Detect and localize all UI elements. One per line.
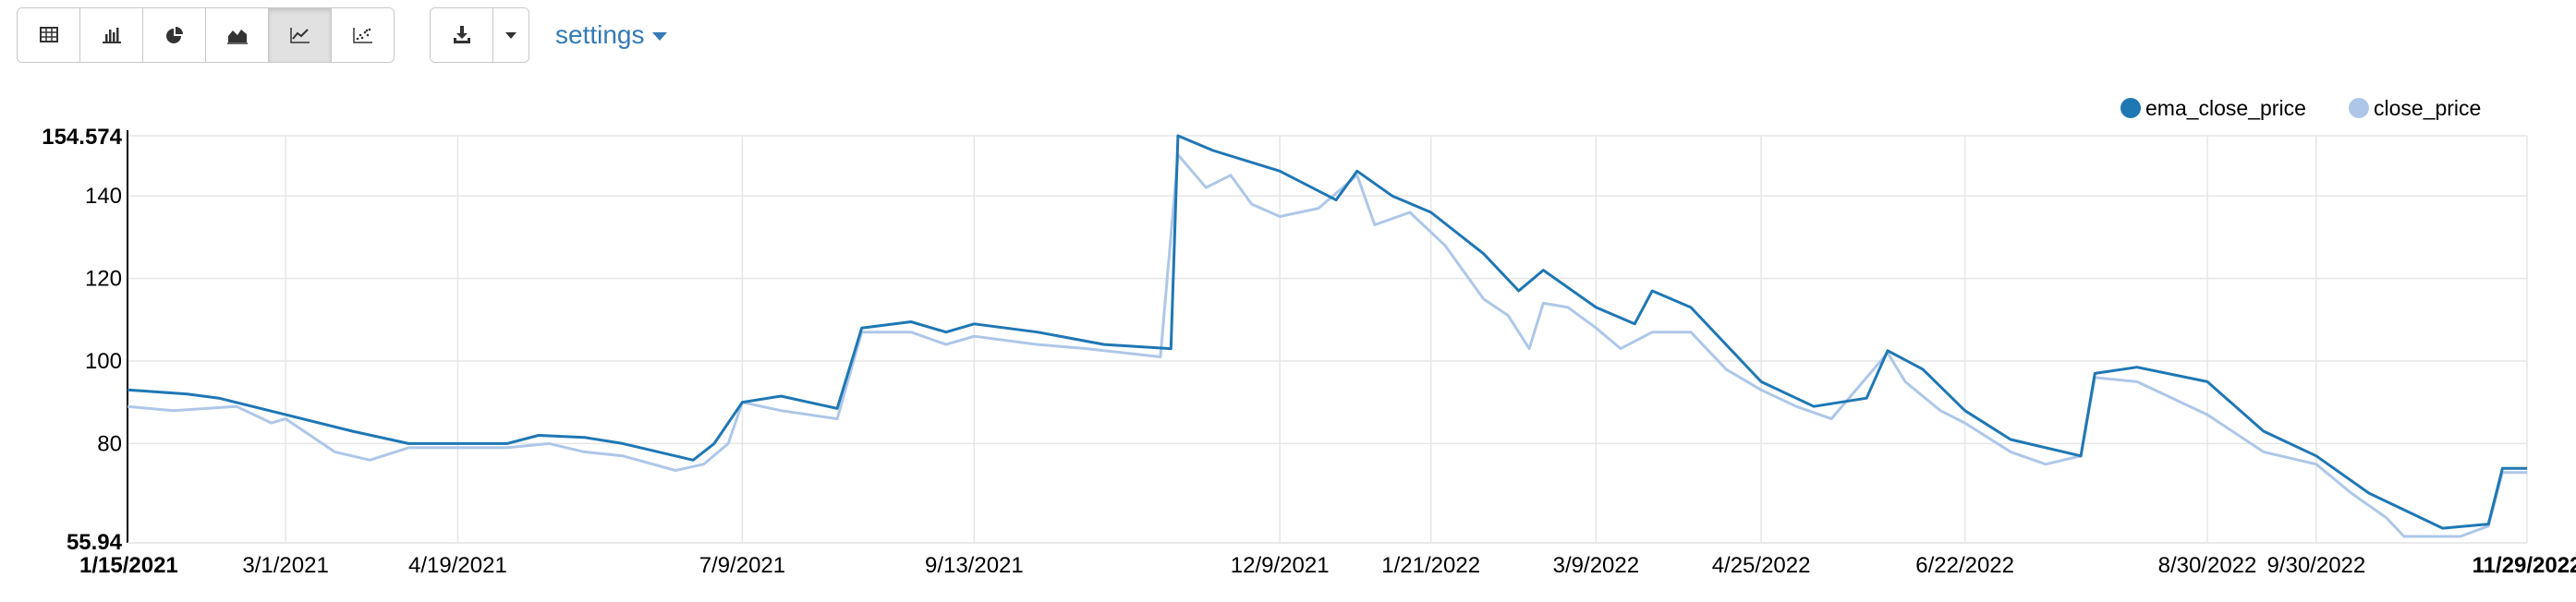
scatter-chart-button[interactable] — [332, 8, 394, 62]
x-tick-label: 11/29/2022 — [2473, 553, 2576, 578]
settings-label: settings — [555, 20, 645, 49]
x-tick-label: 3/9/2022 — [1553, 553, 1639, 578]
x-tick-label: 4/19/2021 — [408, 553, 507, 578]
x-tick-label: 8/30/2022 — [2158, 553, 2257, 578]
x-tick-label: 9/30/2022 — [2266, 553, 2365, 578]
table-icon — [39, 27, 58, 42]
x-tick-label: 3/1/2021 — [242, 553, 328, 578]
x-tick-label: 6/22/2022 — [1915, 553, 2014, 578]
line-chart-icon — [289, 28, 310, 43]
legend-label-close-price: close_price — [2374, 96, 2481, 120]
line-chart-button[interactable] — [269, 8, 332, 62]
chart-toolbar: settings — [17, 7, 667, 63]
bar-chart-icon — [102, 28, 121, 43]
area-chart-icon — [226, 30, 248, 44]
caret-down-icon — [651, 32, 667, 41]
y-tick-label: 154.574 — [42, 125, 122, 150]
bar-chart-button[interactable] — [80, 8, 143, 62]
caret-down-icon — [505, 32, 516, 39]
series-line-close-price — [127, 153, 2527, 538]
legend-marker-ema-close-price — [2120, 98, 2141, 118]
y-tick-label: 120 — [85, 267, 122, 292]
x-tick-label: 1/21/2022 — [1381, 553, 1480, 578]
legend-marker-close-price — [2349, 98, 2369, 118]
legend-label-ema-close-price: ema_close_price — [2145, 96, 2306, 120]
chart-type-switcher — [17, 7, 395, 63]
download-button-group — [430, 7, 529, 63]
pie-chart-button[interactable] — [143, 8, 206, 62]
table-view-button[interactable] — [18, 8, 80, 62]
series-line-ema-close-price — [127, 134, 2527, 530]
x-tick-label: 9/13/2021 — [925, 553, 1024, 578]
settings-dropdown[interactable]: settings — [555, 20, 667, 50]
y-tick-label: 100 — [85, 349, 122, 374]
download-icon — [453, 26, 470, 43]
y-tick-label: 55.94 — [67, 530, 123, 555]
download-button[interactable] — [431, 8, 493, 62]
x-tick-label: 4/25/2022 — [1712, 553, 1811, 578]
scatter-chart-icon — [352, 28, 372, 43]
x-tick-label: 7/9/2021 — [699, 553, 785, 578]
download-dropdown-toggle[interactable] — [493, 8, 529, 62]
y-tick-label: 140 — [85, 184, 122, 209]
pie-chart-icon — [165, 27, 183, 43]
x-tick-label: 12/9/2021 — [1231, 553, 1330, 578]
x-tick-label: 1/15/2021 — [79, 553, 178, 578]
y-tick-label: 80 — [97, 431, 122, 456]
area-chart-button[interactable] — [206, 8, 269, 62]
